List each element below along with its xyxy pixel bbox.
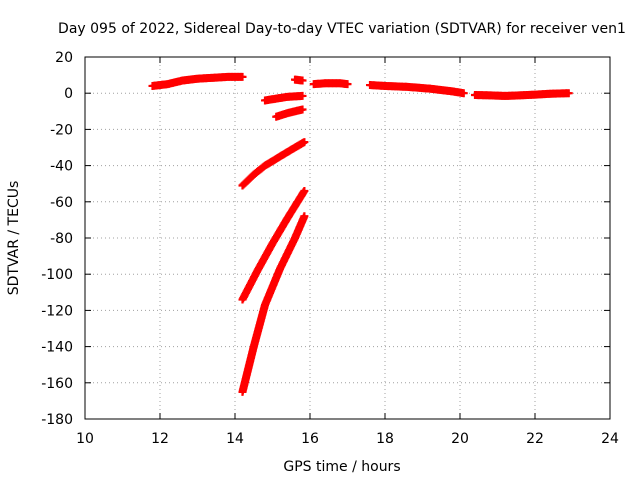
- data-point: [300, 186, 309, 195]
- x-tick-label: 16: [301, 431, 319, 447]
- data-point: [343, 80, 352, 89]
- x-tick-label: 20: [451, 431, 469, 447]
- y-tick-label: -60: [50, 195, 73, 211]
- y-tick-label: -20: [50, 122, 73, 138]
- grid-lines: [85, 57, 610, 419]
- data-point: [298, 76, 307, 85]
- data-points: [148, 72, 573, 396]
- y-tick-label: 0: [64, 86, 73, 102]
- data-point: [300, 212, 309, 221]
- x-tick-label: 10: [76, 431, 94, 447]
- y-tick-label: -100: [41, 267, 73, 283]
- axis-ticks: 10 12 14 16 18 20 22 24 20 0 -20 -40 -60 -80 -100 -120 -…: [41, 50, 619, 447]
- x-tick-label: 14: [226, 431, 244, 447]
- x-tick-label: 12: [151, 431, 169, 447]
- chart-title: Day 095 of 2022, Sidereal Day-to-day VTE…: [58, 21, 626, 37]
- x-tick-label: 22: [526, 431, 544, 447]
- x-axis-label: GPS time / hours: [283, 459, 400, 475]
- data-point: [459, 89, 468, 98]
- y-axis-label: SDTVAR / TECUs: [6, 181, 22, 296]
- x-tick-label: 24: [601, 431, 619, 447]
- data-point: [238, 72, 247, 81]
- y-tick-label: -180: [41, 412, 73, 428]
- data-point: [300, 138, 309, 147]
- y-tick-label: 20: [55, 50, 73, 66]
- y-tick-label: -120: [41, 303, 73, 319]
- y-tick-label: -160: [41, 376, 73, 392]
- y-tick-label: -140: [41, 340, 73, 356]
- plot-frame: [84, 56, 611, 420]
- data-point: [564, 89, 573, 98]
- y-tick-label: -80: [50, 231, 73, 247]
- x-tick-label: 18: [376, 431, 394, 447]
- data-point: [298, 91, 307, 100]
- data-point: [298, 105, 307, 114]
- y-tick-label: -40: [50, 159, 73, 175]
